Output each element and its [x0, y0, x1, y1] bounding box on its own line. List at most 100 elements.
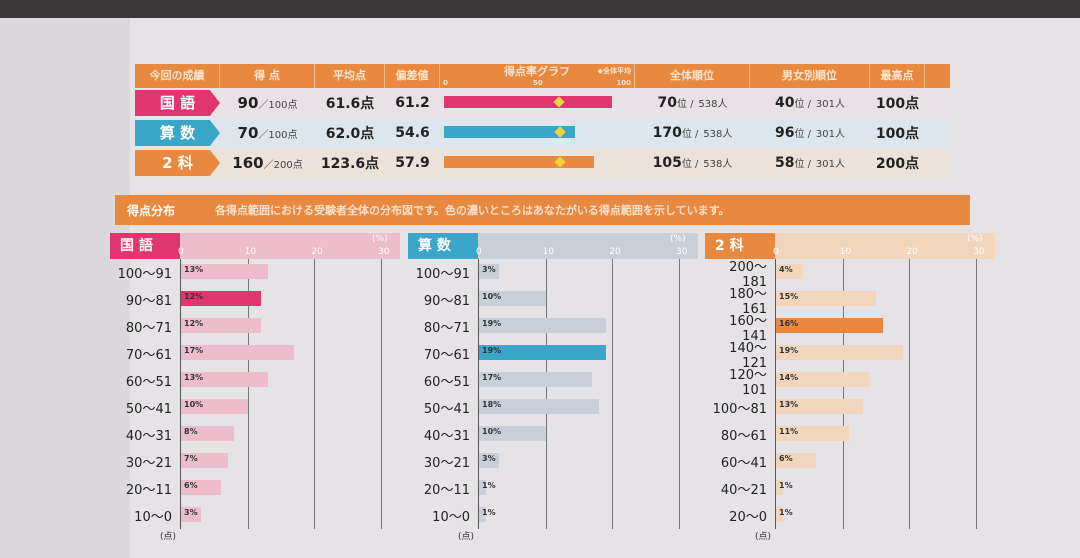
rank-unit: 位 /: [681, 129, 699, 140]
bar: [479, 480, 486, 495]
chart-title: 国 語: [110, 233, 180, 259]
gender-total: 301人: [815, 99, 845, 110]
data-label: 17%: [184, 346, 204, 355]
data-label: 10%: [482, 427, 502, 436]
category-label: 30～21: [423, 456, 470, 471]
chart-row: 60～41 6%: [705, 448, 995, 475]
bar: [776, 453, 816, 468]
header-score: 得 点: [220, 64, 315, 88]
data-label: 13%: [184, 373, 204, 382]
category-label: 80～61: [720, 429, 767, 444]
score: 160: [232, 154, 264, 172]
chart-row: 10～0 1%: [408, 502, 698, 529]
score-full: ／100点: [258, 100, 298, 111]
data-label: 19%: [482, 346, 502, 355]
points-unit: (点): [755, 532, 772, 542]
gender-rank: 40: [774, 95, 795, 111]
chart-row: 100～91 3%: [408, 259, 698, 286]
bar: [479, 399, 599, 414]
category-label: 90～81: [423, 294, 470, 309]
bar: [776, 480, 783, 495]
category-label: 180～161: [729, 286, 767, 317]
rate-bar: [444, 126, 575, 138]
chart-row: 60～51 13%: [110, 367, 400, 394]
bar: [479, 318, 606, 333]
data-label: 11%: [779, 427, 799, 436]
bar: [776, 291, 876, 306]
unit-label: (%): [967, 234, 983, 244]
chart-row: 80～71 19%: [408, 313, 698, 340]
x-tick-label: 30: [973, 247, 985, 257]
deviation: 57.9: [395, 155, 430, 171]
x-tick-label: 20: [311, 247, 323, 257]
data-label: 1%: [779, 508, 793, 517]
chart-row: 120～101 14%: [705, 367, 995, 398]
graph-legend: ◆全体平均: [597, 67, 631, 75]
data-label: 10%: [184, 400, 204, 409]
rate-bar: [444, 156, 594, 168]
bar-highlight: [479, 345, 606, 360]
bar: [776, 507, 783, 522]
data-label: 3%: [482, 454, 496, 463]
rate-bar: [444, 96, 613, 108]
chart-row: 80～61 11%: [705, 421, 995, 448]
category-label: 50～41: [423, 402, 470, 417]
chart-row: 20～0 1%: [705, 502, 995, 529]
chart-row: 40～31 10%: [408, 421, 698, 448]
gender-rank-unit: 位 /: [794, 159, 812, 170]
average: 62.0点: [325, 126, 375, 142]
category-label: 10～0: [134, 510, 172, 525]
header-graph: 得点率グラフ 0 50 100 ◆全体平均: [440, 64, 635, 88]
unit-label: (%): [372, 234, 388, 244]
chart-row: 50～41 18%: [408, 394, 698, 421]
bar: [776, 399, 863, 414]
category-label: 60～51: [125, 375, 172, 390]
bar-highlight: [776, 318, 883, 333]
bar: [181, 372, 268, 387]
data-label: 10%: [482, 292, 502, 301]
max-score: 100点: [875, 126, 920, 142]
result-row: 算 数 70／100点 62.0点 54.6 170位 / 538人 96位 /…: [135, 118, 950, 148]
bar: [479, 264, 499, 279]
points-unit: (点): [160, 532, 177, 542]
header-rank-all: 全体順位: [635, 64, 750, 88]
chart-row: 70～61 17%: [110, 340, 400, 367]
average: 123.6点: [320, 156, 380, 172]
header-dev: 偏差値: [385, 64, 440, 88]
points-unit: (点): [458, 532, 475, 542]
graph-tick: 100: [616, 79, 631, 87]
x-tick-label: 20: [906, 247, 918, 257]
bar: [776, 426, 850, 441]
data-label: 14%: [779, 373, 799, 382]
category-label: 30～21: [125, 456, 172, 471]
chart-row: 40～31 8%: [110, 421, 400, 448]
bar: [479, 507, 486, 522]
graph-tick: 50: [533, 79, 543, 87]
chart-row: 10～0 3%: [110, 502, 400, 529]
bar: [479, 372, 593, 387]
rank: 70: [657, 95, 677, 111]
category-label: 40～31: [423, 429, 470, 444]
x-tick-label: 30: [676, 247, 688, 257]
distribution-chart: 2 科 0 10 20 30 (%) 200～181 4% 180～161 15% 160～14…: [705, 233, 995, 543]
score: 90: [237, 94, 259, 112]
data-label: 3%: [184, 508, 198, 517]
gender-rank: 96: [774, 125, 795, 141]
chart-row: 30～21 7%: [110, 448, 400, 475]
chart-row: 200～181 4%: [705, 259, 995, 290]
category-label: 140～121: [729, 340, 767, 371]
category-label: 60～51: [423, 375, 470, 390]
bar-highlight: [181, 291, 261, 306]
bar: [479, 291, 546, 306]
rank-total: 538人: [698, 99, 728, 110]
rank-total: 538人: [703, 159, 733, 170]
category-label: 100～81: [712, 402, 767, 417]
bar: [479, 453, 499, 468]
max-score: 200点: [875, 156, 920, 172]
graph-tick: 0: [443, 79, 448, 87]
chart-row: 80～71 12%: [110, 313, 400, 340]
chart-row: 180～161 15%: [705, 286, 995, 317]
data-label: 13%: [184, 265, 204, 274]
bar: [181, 345, 295, 360]
score: 70: [237, 124, 259, 142]
